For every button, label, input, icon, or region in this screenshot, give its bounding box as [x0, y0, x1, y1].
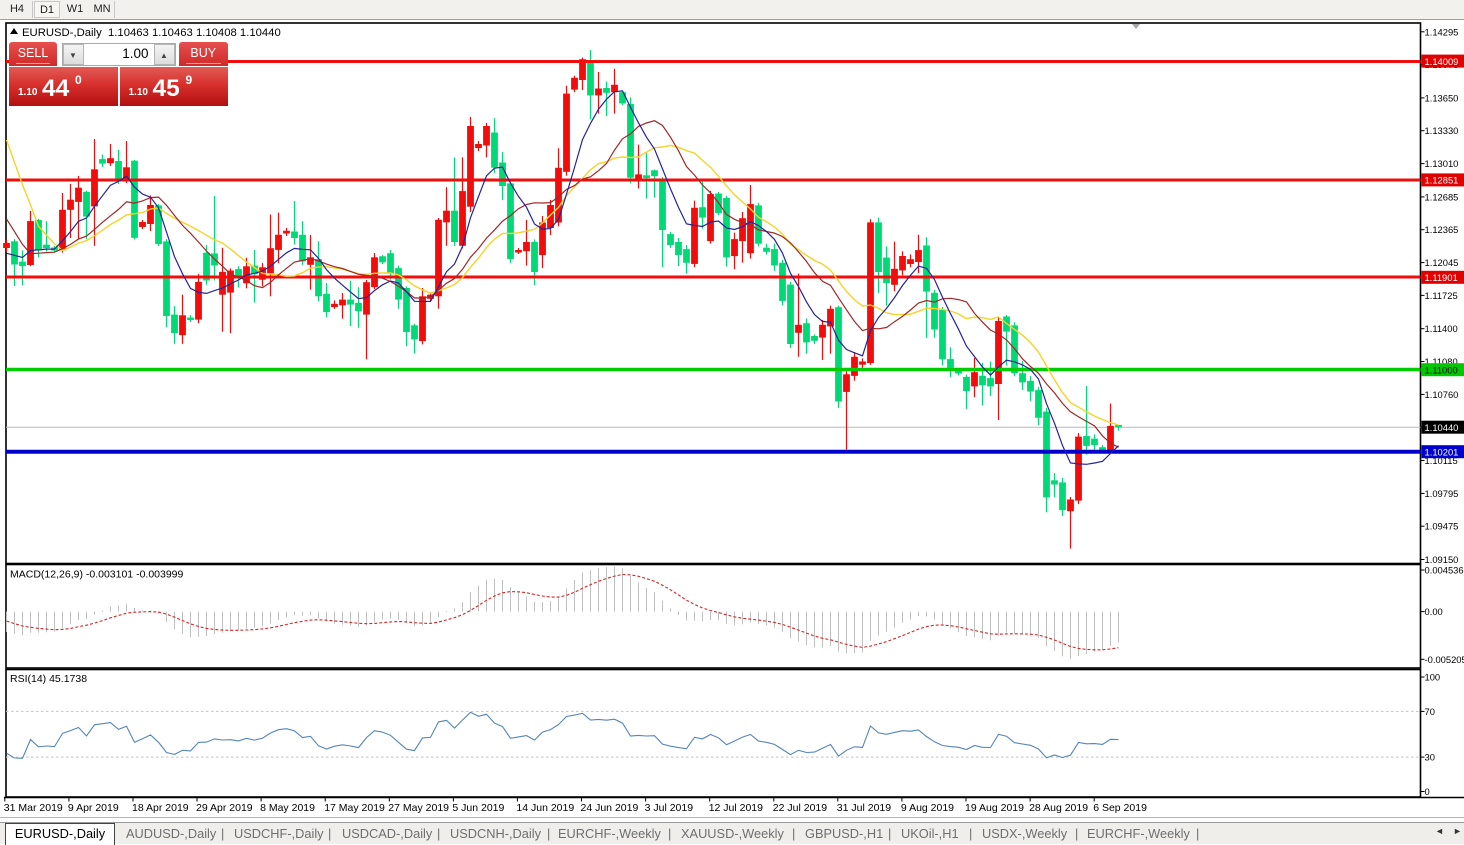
svg-text:1.11400: 1.11400	[1425, 323, 1458, 334]
svg-text:1.10440: 1.10440	[1425, 422, 1459, 433]
svg-text:1.11725: 1.11725	[1425, 290, 1458, 301]
svg-text:1.12685: 1.12685	[1425, 191, 1459, 202]
svg-text:12 Jul 2019: 12 Jul 2019	[709, 802, 763, 814]
svg-text:100: 100	[1425, 672, 1441, 683]
svg-text:1.11000: 1.11000	[1425, 364, 1458, 375]
svg-text:1.10201: 1.10201	[1425, 446, 1459, 457]
svg-text:1.14295: 1.14295	[1425, 26, 1459, 37]
svg-text:1.13010: 1.13010	[1425, 158, 1459, 169]
svg-text:24 Jun 2019: 24 Jun 2019	[581, 802, 639, 814]
svg-text:19 Aug 2019: 19 Aug 2019	[965, 802, 1024, 814]
svg-text:1.10760: 1.10760	[1425, 389, 1459, 400]
svg-text:1.14009: 1.14009	[1425, 56, 1459, 67]
svg-text:-0.005205: -0.005205	[1425, 654, 1464, 665]
svg-text:1.09150: 1.09150	[1425, 554, 1459, 565]
svg-text:9 Aug 2019: 9 Aug 2019	[901, 802, 954, 814]
svg-text:1.13330: 1.13330	[1425, 125, 1459, 136]
svg-text:1.12365: 1.12365	[1425, 224, 1459, 235]
svg-text:6 Sep 2019: 6 Sep 2019	[1093, 802, 1147, 814]
svg-text:1.09795: 1.09795	[1425, 488, 1459, 499]
svg-text:31 Mar 2019: 31 Mar 2019	[4, 802, 63, 814]
svg-text:29 Apr 2019: 29 Apr 2019	[196, 802, 253, 814]
svg-text:0.00: 0.00	[1425, 606, 1443, 617]
svg-text:1.12045: 1.12045	[1425, 257, 1459, 268]
svg-text:RSI(14) 45.1738: RSI(14) 45.1738	[10, 673, 87, 685]
svg-text:1.12851: 1.12851	[1425, 175, 1459, 186]
svg-text:0.004536: 0.004536	[1425, 565, 1464, 576]
svg-text:MACD(12,26,9) -0.003101 -0.003: MACD(12,26,9) -0.003101 -0.003999	[10, 569, 184, 581]
svg-text:8 May 2019: 8 May 2019	[260, 802, 315, 814]
svg-text:22 Jul 2019: 22 Jul 2019	[773, 802, 827, 814]
svg-text:1.11901: 1.11901	[1425, 272, 1458, 283]
svg-text:31 Jul 2019: 31 Jul 2019	[837, 802, 891, 814]
svg-text:70: 70	[1425, 706, 1435, 717]
svg-text:14 Jun 2019: 14 Jun 2019	[516, 802, 574, 814]
svg-text:18 Apr 2019: 18 Apr 2019	[132, 802, 189, 814]
svg-text:27 May 2019: 27 May 2019	[388, 802, 449, 814]
svg-text:0: 0	[1425, 786, 1430, 797]
svg-text:17 May 2019: 17 May 2019	[324, 802, 385, 814]
svg-text:1.13650: 1.13650	[1425, 92, 1459, 103]
svg-text:9 Apr 2019: 9 Apr 2019	[68, 802, 119, 814]
svg-text:5 Jun 2019: 5 Jun 2019	[452, 802, 504, 814]
svg-text:28 Aug 2019: 28 Aug 2019	[1029, 802, 1088, 814]
svg-text:3 Jul 2019: 3 Jul 2019	[645, 802, 694, 814]
svg-text:30: 30	[1425, 752, 1435, 763]
svg-text:1.09475: 1.09475	[1425, 521, 1459, 532]
